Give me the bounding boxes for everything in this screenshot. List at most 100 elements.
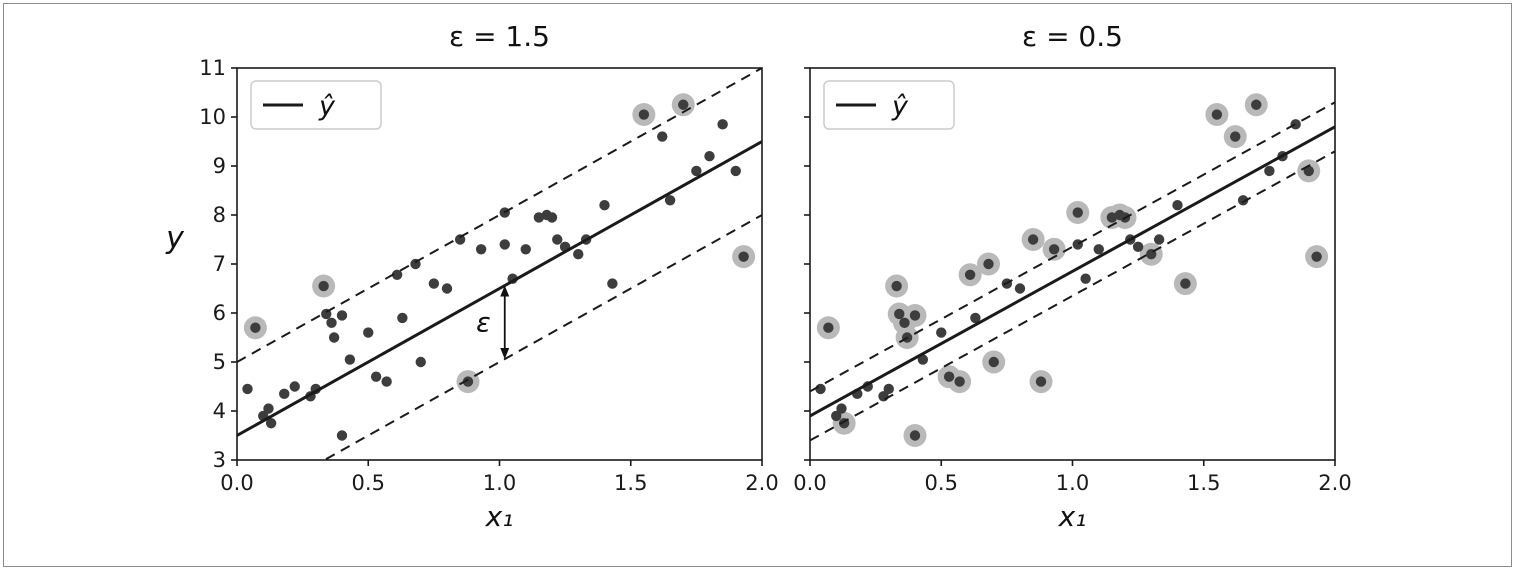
data-point [943, 371, 955, 382]
data-point [983, 258, 994, 270]
data-point [988, 356, 999, 368]
data-point [265, 418, 277, 429]
data-point [462, 376, 474, 387]
data-point [607, 278, 618, 289]
x-tick-label: 1.5 [1187, 471, 1220, 495]
data-point [664, 195, 676, 206]
epsilon-annotation-label: ε [476, 307, 491, 338]
legend-label: ŷ [318, 91, 336, 122]
data-point [441, 283, 453, 294]
data-point [1093, 244, 1104, 255]
data-point [1311, 251, 1322, 262]
data-point [1035, 376, 1047, 387]
y-tick-label: 7 [213, 252, 226, 276]
data-point [263, 403, 274, 414]
y-tick-label: 6 [213, 301, 226, 325]
data-point [704, 151, 715, 162]
epsilon-margin-line [810, 150, 1335, 442]
x-axis-label: x₁ [485, 500, 514, 533]
data-point [318, 280, 329, 292]
y-tick-label: 5 [213, 350, 226, 374]
data-point [831, 410, 842, 422]
data-point [899, 317, 910, 328]
data-point [363, 327, 374, 338]
data-point [344, 354, 356, 365]
chart-title: ε = 0.5 [1022, 20, 1123, 53]
data-point [391, 269, 403, 280]
data-point [1072, 207, 1083, 218]
data-point [546, 212, 558, 223]
epsilon-margin-line [322, 214, 762, 460]
epsilon-arrow [500, 285, 510, 360]
x-tick-label: 0.0 [793, 471, 826, 495]
data-point [954, 376, 965, 387]
epsilon-margin-line [237, 68, 762, 363]
data-point [891, 280, 902, 292]
data-point [520, 244, 531, 255]
data-point [242, 383, 253, 395]
y-tick-label: 8 [213, 203, 226, 227]
y-tick-label: 10 [199, 105, 226, 129]
x-tick-label: 1.5 [614, 471, 647, 495]
data-point [1153, 234, 1165, 245]
x-tick-label: 0.5 [925, 471, 958, 495]
data-point [730, 165, 741, 177]
data-point [599, 200, 610, 211]
data-point [1251, 99, 1262, 110]
data-point [428, 278, 440, 289]
y-axis-label: y [165, 221, 185, 256]
data-point [738, 251, 749, 262]
x-tick-label: 0.0 [220, 471, 253, 495]
x-tick-label: 0.5 [352, 471, 385, 495]
data-point [1172, 200, 1183, 211]
chart-1: 0.0 0.5 1.0 1.5 2.0 ε = 0.5 x₁ ŷ [793, 20, 1351, 533]
data-point [970, 312, 981, 324]
data-point [328, 332, 340, 343]
data-point [1180, 278, 1191, 289]
data-point [823, 322, 834, 333]
x-tick-label: 2.0 [745, 471, 778, 495]
data-point [1072, 239, 1083, 250]
regression-line [237, 140, 762, 437]
data-point [815, 383, 826, 395]
data-point [883, 383, 894, 395]
data-point [326, 317, 337, 328]
y-tick-label: 4 [213, 399, 226, 423]
data-point [336, 430, 348, 441]
data-point [964, 269, 976, 280]
data-point [936, 327, 947, 338]
x-axis-label: x₁ [1058, 500, 1087, 533]
data-point [1048, 244, 1060, 255]
data-point [657, 131, 668, 142]
data-point [397, 312, 408, 324]
data-point [1080, 273, 1091, 284]
chart-title: ε = 1.5 [449, 20, 550, 53]
data-point [917, 354, 929, 365]
data-point [1230, 131, 1241, 142]
x-tick-label: 1.0 [483, 471, 516, 495]
data-point [1132, 241, 1144, 253]
regression-line [810, 125, 1335, 418]
legend-box [823, 80, 955, 130]
data-point [573, 249, 584, 260]
data-point [336, 310, 348, 321]
data-point [250, 322, 261, 333]
data-point [552, 234, 563, 245]
data-point [1211, 109, 1223, 120]
data-point [370, 371, 382, 382]
chart-0: ε 0.0 0.5 1.0 1.5 2.0 3 4 5 6 7 8 9 10 11 ε = 1.5 x₁ y ŷ [165, 20, 779, 533]
data-point [894, 308, 905, 320]
data-point [415, 356, 426, 368]
y-tick-label: 3 [213, 448, 226, 472]
data-point [1014, 283, 1026, 294]
x-tick-label: 1.0 [1056, 471, 1089, 495]
data-point [638, 109, 650, 120]
data-point [836, 403, 847, 414]
data-point [909, 430, 921, 441]
epsilon-margin-line [810, 101, 1335, 393]
data-point [1106, 212, 1118, 223]
data-point [533, 212, 545, 223]
legend-label: ŷ [891, 91, 909, 122]
